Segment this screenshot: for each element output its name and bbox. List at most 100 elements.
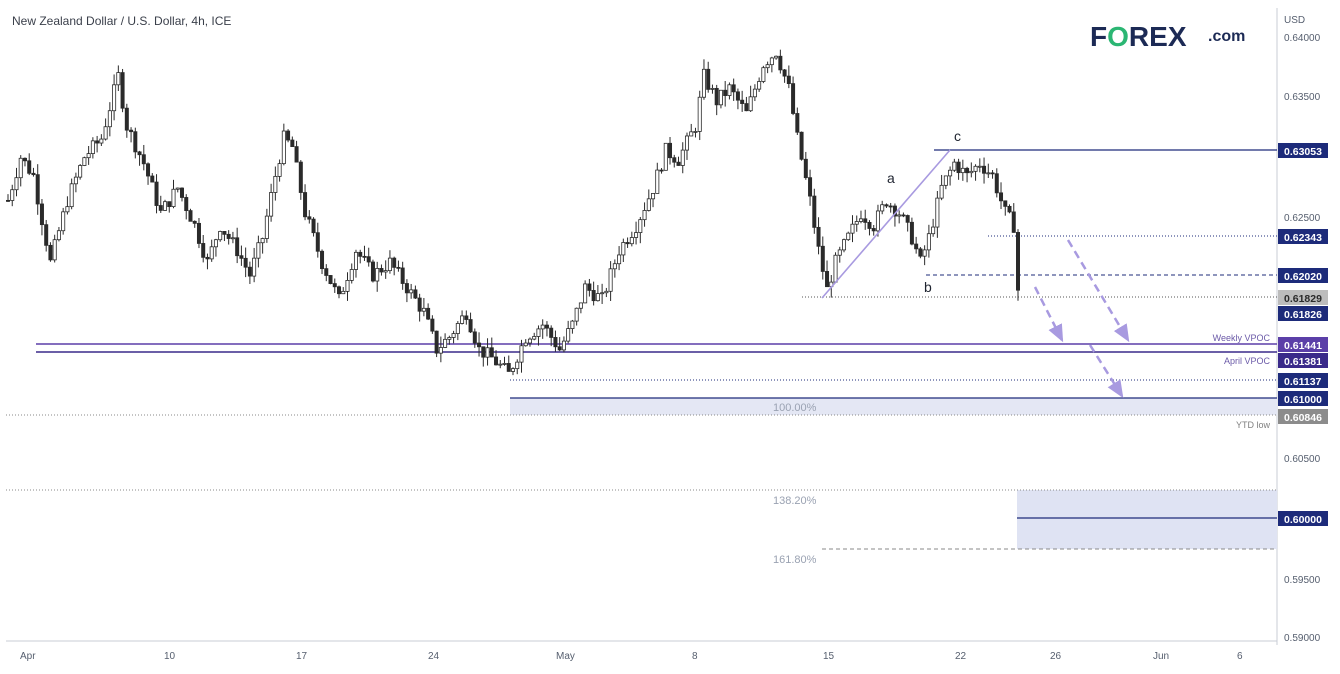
candle-body <box>769 57 774 66</box>
candle-body <box>247 266 252 277</box>
candle-body <box>956 161 961 174</box>
candle-body <box>455 323 460 334</box>
candle-body <box>634 232 639 238</box>
candle-body <box>196 222 201 244</box>
candle-body <box>808 177 813 197</box>
y-tick-5: 0.59000 <box>1284 633 1321 644</box>
tag-bg-april-vpoc <box>1278 353 1328 368</box>
candle-body <box>557 346 562 351</box>
candle-body <box>731 84 736 93</box>
candle-body <box>833 254 838 283</box>
candle-body <box>884 204 889 207</box>
candle-body <box>960 167 965 174</box>
candle-body <box>116 72 121 86</box>
candle-body <box>112 84 117 112</box>
candle-body <box>523 342 528 347</box>
candle-body <box>273 175 278 193</box>
candle-body <box>451 333 456 338</box>
candle-body <box>141 154 146 165</box>
candle-body <box>171 188 176 208</box>
candle-body <box>443 338 448 348</box>
candle-body <box>426 307 431 320</box>
x-tick-2: 17 <box>296 651 308 662</box>
candle-body <box>617 254 622 265</box>
candle-body <box>986 172 991 175</box>
tag-63053: 0.63053 <box>1284 146 1322 158</box>
candle-body <box>392 257 397 268</box>
candle-body <box>205 256 210 260</box>
candle-body <box>540 324 545 330</box>
candle-body <box>120 72 125 109</box>
candle-body <box>22 157 27 162</box>
tag-60000: 0.60000 <box>1284 514 1322 526</box>
candle-body <box>668 142 673 159</box>
candle-body <box>994 173 999 194</box>
y-tick-1: 0.63500 <box>1284 92 1321 103</box>
fib-100-zone <box>510 398 1277 415</box>
candle-body <box>642 210 647 221</box>
candle-body <box>498 363 503 366</box>
candle-body <box>375 268 380 282</box>
candle-body <box>379 268 384 273</box>
candle-body <box>638 219 643 233</box>
candle-body <box>905 215 910 223</box>
candle-body <box>290 139 295 147</box>
candle-body <box>179 187 184 198</box>
tag-61826: 0.61826 <box>1284 309 1322 321</box>
candle-body <box>939 184 944 199</box>
candle-body <box>468 319 473 333</box>
fib-extension-zone <box>1017 490 1277 549</box>
candle-body <box>1007 205 1012 213</box>
candle-body <box>281 130 286 165</box>
candle-body <box>510 368 515 372</box>
candle-body <box>909 221 914 245</box>
candle-body <box>519 345 524 363</box>
candle-body <box>332 283 337 288</box>
candle-body <box>943 175 948 186</box>
tag-weekly-vpoc: 0.61441 <box>1284 340 1322 352</box>
candle-body <box>256 242 261 259</box>
candle-body <box>438 347 443 354</box>
projection-arrow-3 <box>1088 344 1124 399</box>
x-tick-7: 22 <box>955 651 967 662</box>
candle-body <box>990 172 995 175</box>
candle-body <box>778 55 783 71</box>
candle-body <box>235 237 240 257</box>
candle-body <box>999 192 1004 202</box>
candle-body <box>701 68 706 98</box>
candle-body <box>421 307 426 312</box>
candle-body <box>897 214 902 217</box>
x-tick-0: Apr <box>20 651 36 662</box>
candle-body <box>328 275 333 284</box>
fib-138-label: 138.20% <box>773 495 817 507</box>
candle-body <box>349 269 354 281</box>
candle-body <box>447 337 452 340</box>
candle-body <box>370 261 375 282</box>
tag-62343: 0.62343 <box>1284 232 1322 244</box>
candle-body <box>922 249 927 257</box>
candle-body <box>86 153 91 159</box>
candle-body <box>52 239 57 261</box>
weekly-vpoc-label: Weekly VPOC <box>1213 333 1271 343</box>
candle-body <box>133 131 138 153</box>
candle-body <box>18 157 23 179</box>
candle-body <box>646 198 651 211</box>
candle-body <box>218 231 223 241</box>
candle-body <box>404 283 409 294</box>
candle-body <box>914 243 919 250</box>
candle-body <box>10 189 15 201</box>
candle-body <box>324 268 329 276</box>
candlesticks <box>6 49 1021 376</box>
x-tick-1: 10 <box>164 651 176 662</box>
candle-body <box>629 237 634 245</box>
candle-body <box>570 320 575 330</box>
candle-body <box>1011 211 1016 233</box>
candle-body <box>124 107 129 131</box>
candle-body <box>430 318 435 332</box>
levels <box>6 149 1277 550</box>
candle-body <box>103 126 108 140</box>
wave-label-c: c <box>954 128 961 144</box>
candle-body <box>901 214 906 217</box>
candle-body <box>27 160 32 174</box>
